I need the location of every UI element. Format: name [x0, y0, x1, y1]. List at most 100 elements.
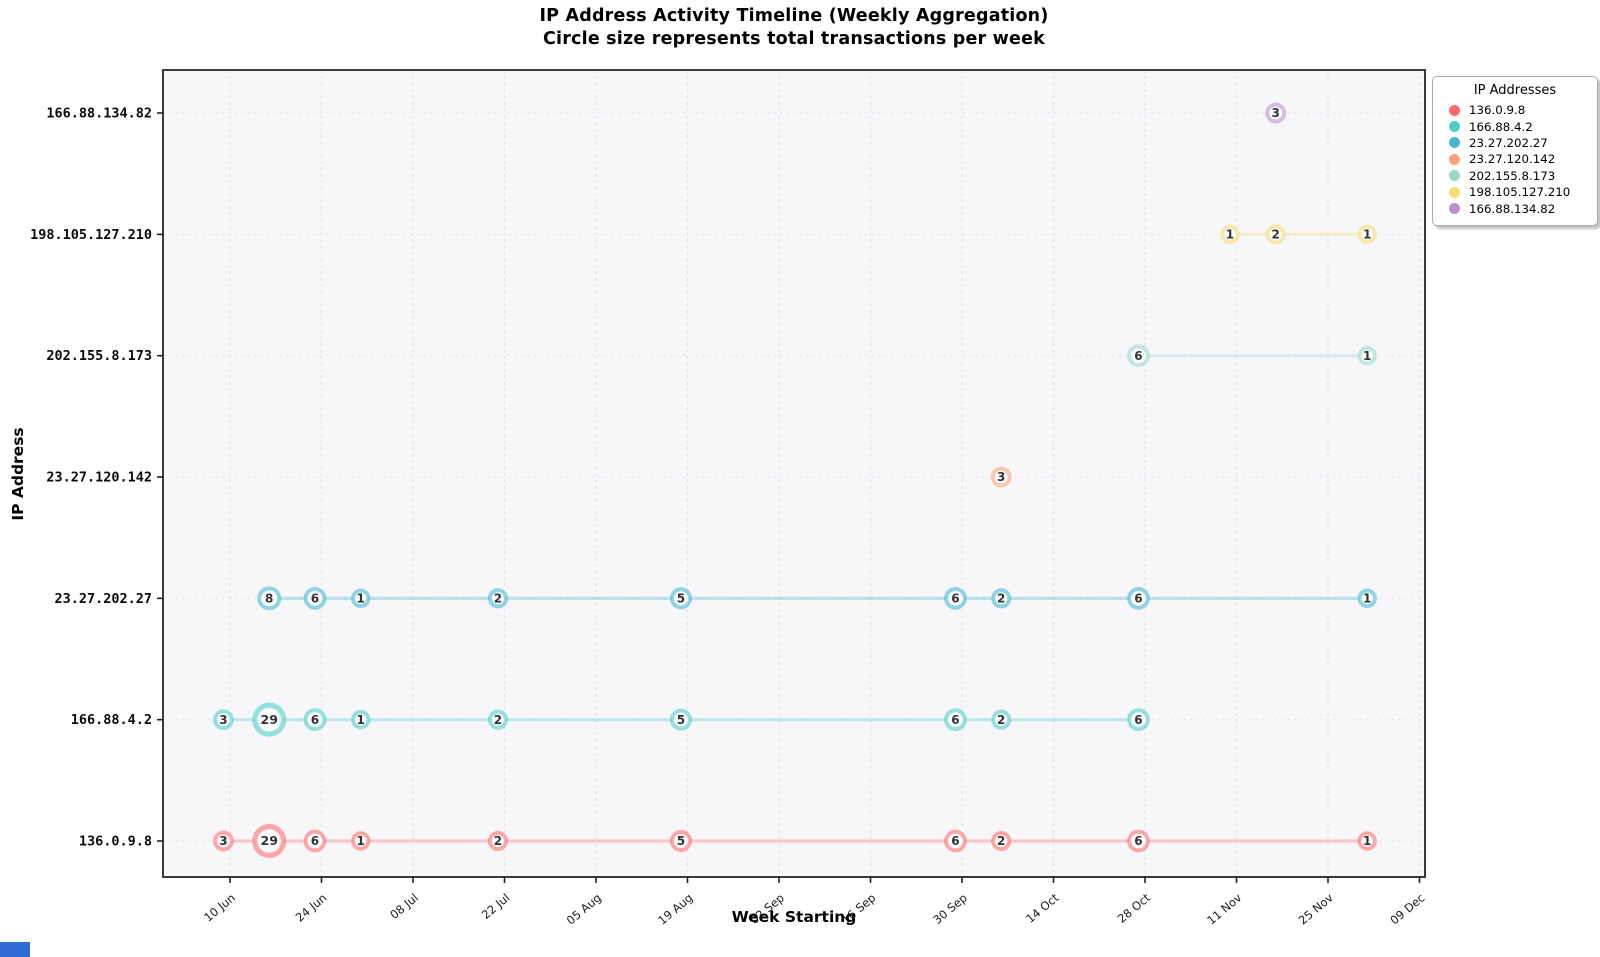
- corner-accent-fragment: [0, 942, 30, 957]
- bubble-value: 1: [1363, 228, 1371, 242]
- bubble: [213, 830, 234, 852]
- bubble: [1127, 708, 1150, 732]
- bubble: [351, 831, 371, 851]
- bubble: [991, 588, 1012, 609]
- legend-label: 198.105.127.210: [1469, 185, 1571, 200]
- bubble: [944, 708, 967, 732]
- bubble-value: 29: [261, 833, 278, 848]
- bubble: [1357, 224, 1377, 245]
- bubble-value: 5: [677, 834, 685, 848]
- legend-entry: 23.27.120.142: [1441, 151, 1589, 167]
- bubble: [1357, 831, 1377, 851]
- bubble: [487, 709, 509, 730]
- bubble: [303, 708, 327, 732]
- series-23.27.120.142: 3: [990, 466, 1012, 488]
- bubble: [1127, 829, 1150, 853]
- bubble: [944, 586, 967, 610]
- bubble-value: 1: [357, 592, 365, 606]
- bubble-value: 1: [357, 713, 365, 727]
- legend-box: IP Addresses 136.0.9.8 166.88.4.2 23.27.20…: [1432, 76, 1598, 226]
- y-axis-label: IP Address: [9, 427, 27, 521]
- legend-label: 166.88.4.2: [1469, 119, 1533, 134]
- bubble: [1357, 588, 1377, 609]
- series-198.105.127.210: 1 2 1: [1220, 224, 1377, 245]
- bubble: [351, 588, 371, 609]
- bubble: [252, 702, 287, 737]
- series-136.0.9.8: 3 29 6 1 2 5 6 2 6 1: [213, 823, 1377, 859]
- y-tick-label: 23.27.120.142: [46, 470, 152, 486]
- bubble: [487, 588, 509, 609]
- bubble: [1220, 224, 1240, 245]
- bubble-value: 6: [951, 592, 959, 606]
- legend-label: 136.0.9.8: [1469, 103, 1526, 118]
- legend-label: 23.27.120.142: [1469, 152, 1556, 167]
- y-tick-label: 23.27.202.27: [54, 591, 152, 607]
- legend-entry: 166.88.4.2: [1441, 118, 1589, 134]
- bubble: [1265, 224, 1286, 245]
- bubble-value: 1: [1363, 834, 1371, 848]
- legend-swatch-icon: [1449, 104, 1460, 116]
- bubble-value: 6: [951, 713, 959, 727]
- bubble: [990, 466, 1012, 488]
- bubble-value: 3: [219, 834, 227, 848]
- y-tick-label: 136.0.9.8: [79, 834, 152, 850]
- bubble: [1127, 344, 1150, 368]
- bubble-value: 5: [677, 713, 685, 727]
- bubble-value: 2: [997, 592, 1005, 606]
- legend-label: 166.88.134.82: [1469, 201, 1556, 216]
- bubble-value: 2: [997, 713, 1005, 727]
- legend-swatch-icon: [1449, 137, 1460, 149]
- legend-label: 23.27.202.27: [1469, 135, 1548, 150]
- legend-swatch-icon: [1449, 203, 1460, 215]
- bubble: [991, 709, 1012, 730]
- legend-items: 136.0.9.8 166.88.4.2 23.27.202.27 23.27.120…: [1441, 102, 1589, 217]
- bubble-value: 6: [311, 592, 319, 606]
- y-tick-label: 166.88.4.2: [71, 712, 152, 728]
- plot-background: [163, 70, 1425, 877]
- bubble-value: 6: [1134, 349, 1142, 363]
- legend-entry: 23.27.202.27: [1441, 135, 1589, 151]
- bubble-value: 2: [997, 834, 1005, 848]
- legend-swatch-icon: [1449, 170, 1460, 182]
- bubble-value: 6: [1134, 713, 1142, 727]
- legend-label: 202.155.8.173: [1469, 168, 1556, 183]
- bubble-value: 2: [494, 592, 502, 606]
- bubble-value: 29: [261, 712, 278, 727]
- bubble-value: 6: [311, 713, 319, 727]
- bubble: [303, 829, 327, 853]
- legend-swatch-icon: [1449, 121, 1460, 133]
- legend-entry: 166.88.134.82: [1441, 200, 1589, 216]
- bubble-value: 6: [1134, 592, 1142, 606]
- bubble-value: 6: [1134, 834, 1142, 848]
- bubble: [213, 709, 234, 731]
- bubble-value: 1: [1226, 228, 1234, 242]
- bubble: [303, 586, 327, 610]
- y-tick-label: 198.105.127.210: [30, 227, 152, 243]
- series-166.88.4.2: 3 29 6 1 2 5 6 2 6: [213, 702, 1150, 737]
- bubble-value: 3: [1272, 106, 1280, 120]
- bubble: [944, 829, 967, 853]
- legend-swatch-icon: [1449, 186, 1460, 198]
- bubble-value: 1: [1363, 592, 1371, 606]
- bubble-value: 1: [1363, 349, 1371, 363]
- bubble-value: 2: [1272, 228, 1280, 242]
- bubble-value: 2: [494, 713, 502, 727]
- bubble: [487, 830, 509, 852]
- bubble: [669, 829, 693, 853]
- bubble-value: 3: [219, 713, 227, 727]
- y-tick-label: 166.88.134.82: [46, 106, 152, 122]
- legend-swatch-icon: [1449, 153, 1460, 165]
- bubble-value: 3: [997, 470, 1005, 484]
- y-axis: 136.0.9.8 166.88.4.2 23.27.202.27 23.27.120…: [30, 106, 163, 850]
- bubble: [1265, 102, 1287, 124]
- legend-entry: 136.0.9.8: [1441, 102, 1589, 118]
- legend-title: IP Addresses: [1473, 83, 1557, 98]
- bubble: [257, 586, 282, 611]
- bubble: [252, 823, 287, 859]
- series-23.27.202.27: 8 6 1 2 5 6 2 6 1: [257, 586, 1377, 611]
- plot-border: [162, 69, 1426, 878]
- legend-entry: 198.105.127.210: [1441, 184, 1589, 200]
